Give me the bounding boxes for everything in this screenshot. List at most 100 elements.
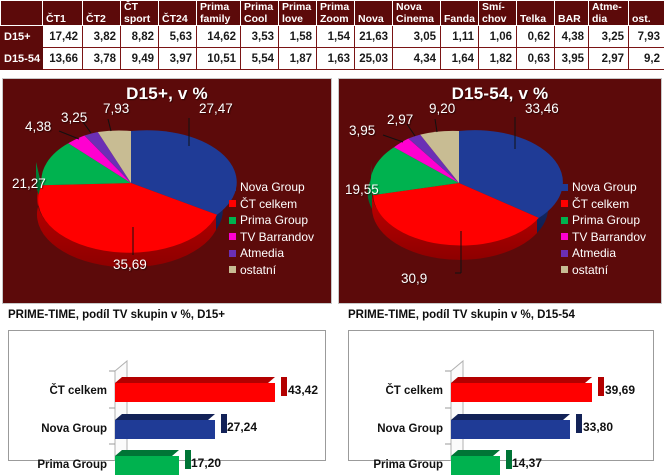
bar-left-plot: ČT celkem Nova Group Prima Group 43,42 <box>8 330 326 461</box>
bar-right-bar-nova <box>451 414 576 439</box>
col-header-line1 <box>520 1 554 13</box>
legend-label: Atmedia <box>240 245 284 262</box>
table-col-header: Smí-chov <box>479 1 517 26</box>
legend-label: Prima Group <box>240 212 308 229</box>
legend-item-barrandov: TV Barrandov <box>229 229 314 246</box>
table-cell: 2,97 <box>589 48 629 70</box>
col-header-line1: Prima <box>320 1 354 13</box>
col-header-line1 <box>358 1 392 13</box>
col-header-line1: Prima <box>244 1 278 13</box>
legend-swatch-icon <box>229 200 236 207</box>
bar-left-bar-nova <box>115 414 221 439</box>
table-col-header: Atme-dia <box>589 1 629 26</box>
bar-charts-section: PRIME-TIME, podíl TV skupin v %, D15+ ČT… <box>0 306 664 469</box>
col-header-line1 <box>46 1 82 13</box>
legend-label: Atmedia <box>572 245 616 262</box>
table-cell: 3,53 <box>241 26 279 48</box>
col-header-line1: Nova <box>396 1 440 13</box>
legend-swatch-icon <box>229 250 236 257</box>
table-cell: 9,2 <box>629 48 664 70</box>
legend-item-ostatni: ostatní <box>229 262 314 279</box>
col-header-line2: chov <box>482 13 516 25</box>
pie-left-label-barrandov: 4,38 <box>25 119 51 134</box>
table-cell: 3,82 <box>83 26 121 48</box>
pie-right-label-prima: 19,55 <box>345 182 379 197</box>
legend-label: TV Barrandov <box>240 229 314 246</box>
legend-item-barrandov: TV Barrandov <box>561 229 646 246</box>
legend-swatch-icon <box>561 266 568 273</box>
table-col-header: ČT2 <box>83 1 121 26</box>
table-col-header: BAR <box>555 1 589 26</box>
col-header-line2: Cool <box>244 13 278 25</box>
pie-right-label-atmedia: 2,97 <box>387 112 413 127</box>
table-cell: 0,62 <box>517 26 555 48</box>
col-header-line1 <box>632 1 664 13</box>
col-header-line2: sport <box>124 13 158 25</box>
table-cell: 3,25 <box>589 26 629 48</box>
col-header-line1 <box>444 1 478 13</box>
col-header-line2: Nova <box>358 13 392 25</box>
legend-swatch-icon <box>561 217 568 224</box>
col-header-line2: ost. <box>632 13 664 25</box>
legend-label: TV Barrandov <box>572 229 646 246</box>
bar-right-value-nova: 33,80 <box>583 420 613 434</box>
row-header-d1554: D15-54 <box>1 48 43 70</box>
legend-swatch-icon <box>561 184 568 191</box>
table-cell: 1,87 <box>279 48 317 70</box>
table-cell: 4,38 <box>555 26 589 48</box>
table-cell: 25,03 <box>355 48 393 70</box>
pie-right-legend: Nova Group ČT celkem Prima Group TV Barr… <box>561 179 646 278</box>
col-header-line1 <box>558 1 588 13</box>
col-header-line2: Zoom <box>320 13 354 25</box>
pie-right-label-barrandov: 3,95 <box>349 123 375 138</box>
bar-left-bar-prima <box>115 450 185 475</box>
table-cell: 3,95 <box>555 48 589 70</box>
table-cell: 7,93 <box>629 26 664 48</box>
table-cell: 1,58 <box>279 26 317 48</box>
table-cell: 9,49 <box>121 48 159 70</box>
bar-chart-d15plus: PRIME-TIME, podíl TV skupin v %, D15+ ČT… <box>4 306 332 469</box>
table-cell: 5,54 <box>241 48 279 70</box>
pie-left-label-ct: 35,69 <box>113 257 147 272</box>
legend-label: Prima Group <box>572 212 640 229</box>
col-header-line1: ČT <box>124 1 158 13</box>
table-cell: 4,34 <box>393 48 441 70</box>
col-header-line1: Prima <box>200 1 240 13</box>
col-header-line1: Atme- <box>592 1 628 13</box>
table-cell: 1,64 <box>441 48 479 70</box>
col-header-line2: ČT2 <box>86 13 120 25</box>
table-cell: 0,63 <box>517 48 555 70</box>
col-header-line1: Prima <box>282 1 316 13</box>
bar-right-value-ct: 39,69 <box>605 383 635 397</box>
table-col-header: ČT1 <box>43 1 83 26</box>
pie-right-label-ostatni: 9,20 <box>429 101 455 116</box>
legend-swatch-icon <box>561 250 568 257</box>
row-header-d15plus: D15+ <box>1 26 43 48</box>
legend-swatch-icon <box>229 266 236 273</box>
bar-chart-d1554: PRIME-TIME, podíl TV skupin v %, D15-54 … <box>344 306 660 469</box>
legend-item-ct: ČT celkem <box>229 196 314 213</box>
legend-label: Nova Group <box>240 179 305 196</box>
table-col-header: Telka <box>517 1 555 26</box>
table-cell: 3,97 <box>159 48 197 70</box>
legend-item-prima: Prima Group <box>229 212 314 229</box>
table-cell: 10,51 <box>197 48 241 70</box>
table-cell: 1,63 <box>317 48 355 70</box>
legend-label: Nova Group <box>572 179 637 196</box>
table-cell: 5,63 <box>159 26 197 48</box>
table-row: D15-54 13,66 3,78 9,49 3,97 10,51 5,54 1… <box>1 48 664 70</box>
col-header-line2: ČT1 <box>46 13 82 25</box>
table-col-header: Nova <box>355 1 393 26</box>
pie-chart-d15plus: D15+, v % <box>2 78 332 304</box>
pie-right-label-nova: 33,46 <box>525 101 559 116</box>
pie-left-label-atmedia: 3,25 <box>61 110 87 125</box>
col-header-line2: family <box>200 13 240 25</box>
pie-left-label-ostatni: 7,93 <box>103 101 129 116</box>
col-header-line1 <box>162 1 196 13</box>
col-header-line1 <box>86 1 120 13</box>
table-cell: 1,54 <box>317 26 355 48</box>
